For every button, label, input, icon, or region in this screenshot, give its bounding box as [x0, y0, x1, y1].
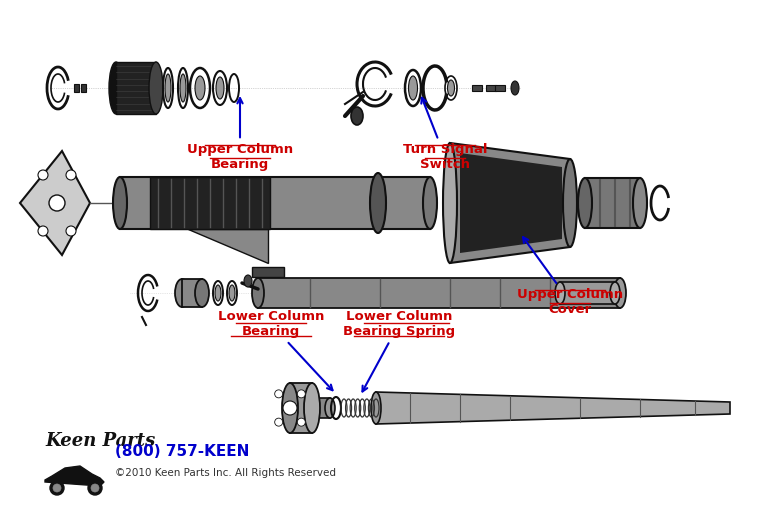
- Ellipse shape: [447, 80, 454, 96]
- Ellipse shape: [165, 74, 171, 102]
- Circle shape: [275, 418, 283, 426]
- Bar: [81, 84, 86, 92]
- Polygon shape: [45, 466, 104, 486]
- Bar: [74, 84, 79, 92]
- Text: Lower Column
Bearing: Lower Column Bearing: [218, 310, 333, 390]
- Text: Turn Signal
Switch: Turn Signal Switch: [403, 98, 487, 171]
- Polygon shape: [188, 229, 268, 263]
- Circle shape: [66, 170, 76, 180]
- Ellipse shape: [443, 143, 457, 263]
- Circle shape: [297, 418, 306, 426]
- Bar: [290, 383, 312, 433]
- Circle shape: [53, 484, 61, 492]
- Bar: [252, 267, 284, 277]
- Ellipse shape: [304, 383, 320, 433]
- Polygon shape: [450, 143, 570, 263]
- Circle shape: [275, 390, 283, 398]
- Text: (800) 757-KEEN: (800) 757-KEEN: [115, 444, 249, 459]
- Bar: [120, 177, 430, 229]
- Ellipse shape: [244, 275, 252, 287]
- Text: Lower Column
Bearing Spring: Lower Column Bearing Spring: [343, 310, 455, 392]
- Ellipse shape: [229, 285, 235, 301]
- Bar: [560, 282, 615, 304]
- Ellipse shape: [610, 282, 620, 304]
- Circle shape: [66, 226, 76, 236]
- Ellipse shape: [149, 62, 163, 114]
- Ellipse shape: [113, 177, 127, 229]
- Bar: [495, 85, 505, 91]
- Ellipse shape: [215, 285, 221, 301]
- Bar: [312, 398, 330, 418]
- Ellipse shape: [578, 178, 592, 228]
- Ellipse shape: [633, 178, 647, 228]
- Ellipse shape: [325, 398, 335, 418]
- Bar: [486, 85, 496, 91]
- Circle shape: [50, 481, 64, 495]
- Text: Upper Column
Bearing: Upper Column Bearing: [187, 98, 293, 171]
- Ellipse shape: [195, 279, 209, 307]
- Ellipse shape: [252, 278, 264, 308]
- Bar: [472, 85, 482, 91]
- Ellipse shape: [175, 279, 189, 307]
- Circle shape: [38, 226, 48, 236]
- Ellipse shape: [423, 177, 437, 229]
- Circle shape: [88, 481, 102, 495]
- Circle shape: [297, 390, 306, 398]
- Text: Keen Parts: Keen Parts: [45, 432, 156, 450]
- Circle shape: [91, 484, 99, 492]
- Ellipse shape: [371, 392, 381, 424]
- Bar: [258, 278, 620, 308]
- Ellipse shape: [109, 62, 123, 114]
- Circle shape: [283, 401, 297, 415]
- Circle shape: [49, 195, 65, 211]
- Ellipse shape: [370, 173, 386, 233]
- Text: Upper Column
Cover: Upper Column Cover: [517, 237, 623, 316]
- Ellipse shape: [614, 278, 626, 308]
- Ellipse shape: [511, 81, 519, 95]
- Ellipse shape: [216, 77, 224, 99]
- Ellipse shape: [180, 74, 186, 102]
- Ellipse shape: [555, 282, 565, 304]
- Ellipse shape: [409, 76, 417, 100]
- Bar: [182, 279, 202, 307]
- Bar: [116, 62, 156, 114]
- Bar: [150, 177, 270, 229]
- Ellipse shape: [282, 383, 298, 433]
- Text: ©2010 Keen Parts Inc. All Rights Reserved: ©2010 Keen Parts Inc. All Rights Reserve…: [115, 468, 336, 478]
- Polygon shape: [376, 392, 730, 424]
- Bar: [585, 178, 640, 228]
- Ellipse shape: [195, 76, 205, 100]
- Ellipse shape: [563, 159, 577, 247]
- Circle shape: [38, 170, 48, 180]
- Ellipse shape: [351, 107, 363, 125]
- Polygon shape: [20, 151, 90, 255]
- Polygon shape: [460, 153, 562, 253]
